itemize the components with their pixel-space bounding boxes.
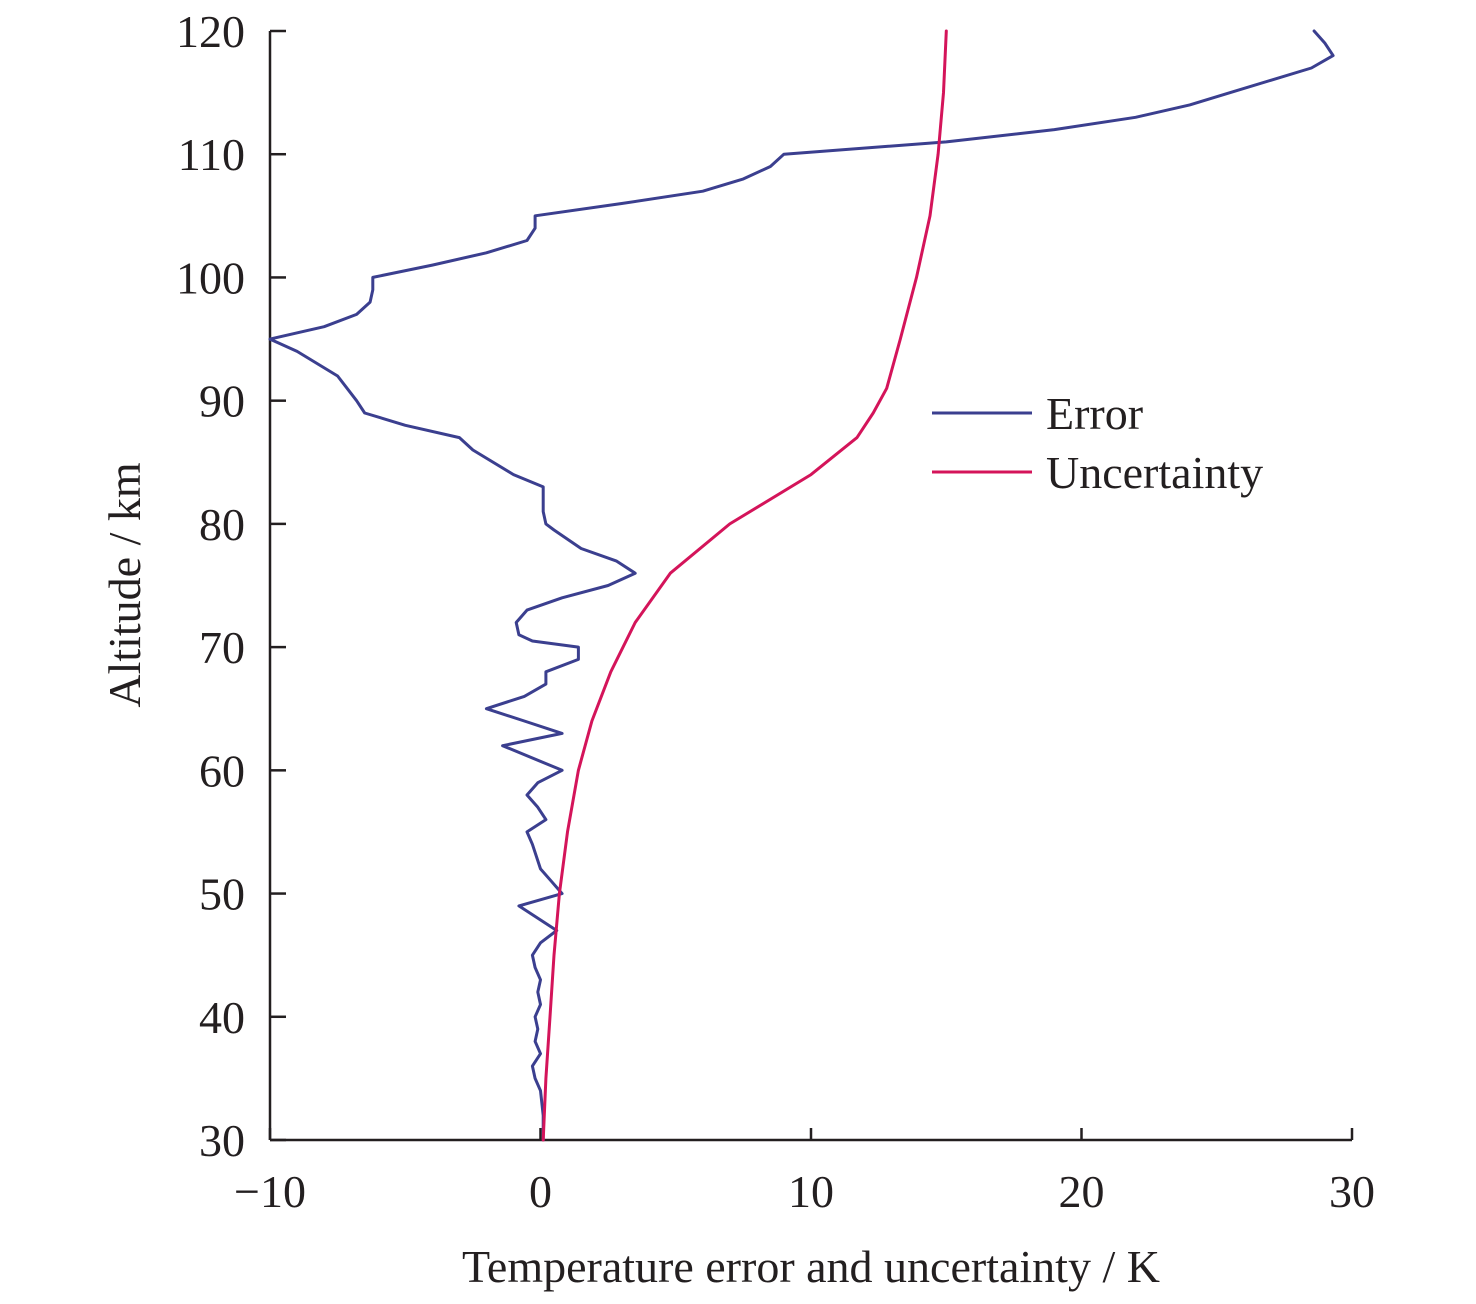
y-tick-label: 40 <box>199 992 245 1043</box>
y-tick-label: 30 <box>199 1115 245 1166</box>
x-tick-label: 20 <box>1059 1166 1105 1217</box>
x-tick-label: 0 <box>529 1166 552 1217</box>
x-axis-ticks: −10 0 10 20 30 <box>234 1128 1375 1217</box>
y-tick-label: 110 <box>178 129 245 180</box>
x-tick-label: 30 <box>1329 1166 1375 1217</box>
y-axis-title: Altitude / km <box>99 462 150 708</box>
y-tick-label: 120 <box>176 6 245 57</box>
y-tick-label: 70 <box>199 622 245 673</box>
series-lines <box>268 29 1335 1142</box>
y-tick-label: 80 <box>199 499 245 550</box>
y-tick-label: 90 <box>199 376 245 427</box>
x-tick-label: −10 <box>234 1166 306 1217</box>
y-tick-label: 50 <box>199 869 245 920</box>
x-axis-title: Temperature error and uncertainty / K <box>462 1241 1160 1292</box>
legend: Error Uncertainty <box>932 388 1263 498</box>
series-line-uncertainty <box>541 29 948 1142</box>
series-line-error <box>268 29 1335 1142</box>
y-tick-label: 60 <box>199 745 245 796</box>
legend-label-uncertainty: Uncertainty <box>1046 447 1263 498</box>
y-tick-label: 100 <box>176 252 245 303</box>
x-tick-label: 10 <box>788 1166 834 1217</box>
legend-label-error: Error <box>1046 388 1143 439</box>
y-axis-ticks: 30 40 50 60 70 80 90 100 110 120 <box>176 6 286 1166</box>
